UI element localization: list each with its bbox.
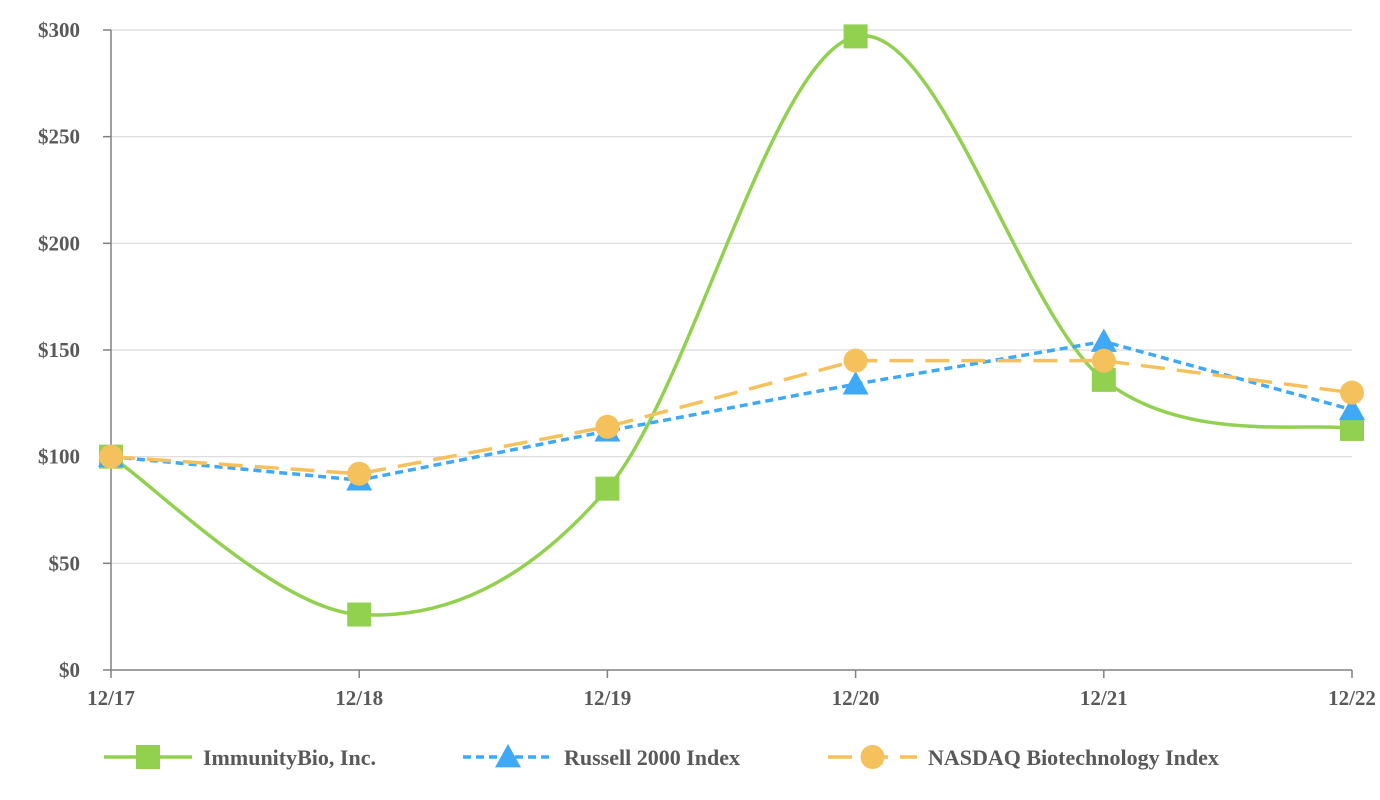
y-tick-label: $0 xyxy=(59,658,80,682)
data-point-series-0 xyxy=(843,24,868,49)
x-tick-label: 12/22 xyxy=(1328,686,1376,710)
y-tick-label: $50 xyxy=(49,551,81,575)
y-tick-label: $300 xyxy=(38,18,80,42)
legend-swatch-marker xyxy=(136,745,160,769)
series-line-0 xyxy=(110,34,1353,617)
x-tick-label: 12/20 xyxy=(832,686,880,710)
data-point-series-2 xyxy=(347,461,372,486)
legend-label: Russell 2000 Index xyxy=(564,745,740,770)
y-tick-label: $150 xyxy=(38,338,80,362)
grid-lines xyxy=(111,29,1352,564)
axes: $0 $50 $100 $150 $200 $250 $300 12/17 12/18 12/19… xyxy=(38,18,1376,710)
legend-label: ImmunityBio, Inc. xyxy=(203,745,376,770)
y-tick-label: $200 xyxy=(38,231,80,255)
data-point-series-1 xyxy=(842,371,869,395)
series-line-1 xyxy=(110,339,1353,482)
legend: ImmunityBio, Inc. Russell 2000 Index NASDA… xyxy=(104,744,1219,770)
legend-item-0: ImmunityBio, Inc. xyxy=(104,745,376,770)
data-point-series-1 xyxy=(1090,328,1117,352)
legend-swatch-marker xyxy=(860,745,885,769)
data-point-series-1 xyxy=(1339,396,1365,421)
data-point-series-2 xyxy=(595,414,620,439)
data-point-series-2 xyxy=(99,444,123,469)
y-tick-label: $100 xyxy=(38,445,80,469)
legend-swatch-marker xyxy=(495,744,521,768)
y-tick-label: $250 xyxy=(38,125,80,149)
data-point-series-0 xyxy=(595,476,620,501)
data-point-series-0 xyxy=(1340,416,1364,441)
series-line-2 xyxy=(110,358,1353,476)
data-point-series-2 xyxy=(1091,348,1116,373)
x-tick-label: 12/18 xyxy=(335,686,383,710)
data-point-series-0 xyxy=(347,602,372,627)
x-tick-label: 12/17 xyxy=(87,686,135,710)
data-point-series-2 xyxy=(843,348,868,373)
legend-item-1: Russell 2000 Index xyxy=(463,744,740,770)
x-tick-label: 12/19 xyxy=(583,686,631,710)
legend-label: NASDAQ Biotechnology Index xyxy=(928,745,1219,770)
x-tick-label: 12/21 xyxy=(1080,686,1128,710)
data-point-series-2 xyxy=(1340,380,1364,405)
legend-item-2: NASDAQ Biotechnology Index xyxy=(828,745,1219,770)
series xyxy=(98,24,1365,627)
